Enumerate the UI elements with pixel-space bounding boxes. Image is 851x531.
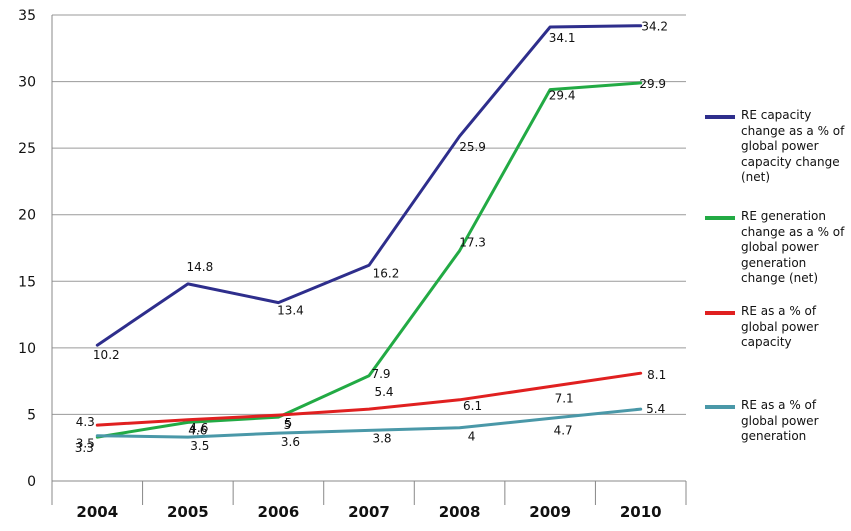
data-label: 29.4 xyxy=(549,89,576,103)
data-label: 4.6 xyxy=(188,423,207,437)
data-label: 5.4 xyxy=(646,402,665,416)
data-label: 8.1 xyxy=(647,368,666,382)
data-label: 3.5 xyxy=(190,439,209,453)
legend-swatch-re-capacity-change xyxy=(705,115,735,119)
data-label: 29.9 xyxy=(639,77,666,91)
data-label: 17.3 xyxy=(459,236,486,250)
data-label: 10.2 xyxy=(93,348,120,362)
series-lines xyxy=(95,24,643,439)
y-tick-label: 25 xyxy=(18,141,36,157)
series-line-1 xyxy=(95,24,643,347)
axes: 0 5 10 15 20 25 30 35 2004 2005 2006 2007 2008 2009 20… xyxy=(18,8,687,521)
data-label: 4.7 xyxy=(554,423,573,437)
y-tick-label: 0 xyxy=(27,474,36,490)
data-label: 5.4 xyxy=(374,385,393,399)
data-label: 3.6 xyxy=(281,435,300,449)
data-label: 25.9 xyxy=(459,140,486,154)
data-label: 5 xyxy=(284,418,292,432)
legend-label: RE capacity change as a % of global powe… xyxy=(741,108,845,184)
data-label: 3.5 xyxy=(76,437,95,451)
y-tick-label: 35 xyxy=(18,8,36,24)
data-label: 4 xyxy=(468,430,476,444)
data-label: 7.1 xyxy=(555,391,574,405)
y-tick-label: 15 xyxy=(18,274,36,290)
data-labels: 10.2 14.8 13.4 16.2 25.9 34.1 34.2 3.3 4.6 5 7.9 17… xyxy=(75,20,668,455)
legend-swatch-re-generation-change xyxy=(705,216,735,220)
data-label: 3.3 xyxy=(75,441,94,455)
legend-label: RE as a % of global power generation xyxy=(741,398,819,443)
gridlines xyxy=(52,14,686,415)
data-label: 14.8 xyxy=(186,260,213,274)
legend-label: RE generation change as a % of global po… xyxy=(741,209,845,285)
y-tick-label: 10 xyxy=(18,341,36,357)
y-tick-label: 5 xyxy=(27,407,36,423)
series-line-4 xyxy=(95,407,643,439)
data-label: 7.9 xyxy=(371,367,390,381)
data-label: 6.1 xyxy=(463,399,482,413)
x-tick-label: 2007 xyxy=(348,503,390,521)
data-label: 34.2 xyxy=(641,20,668,34)
data-label: 34.1 xyxy=(549,31,576,45)
data-label: 4.3 xyxy=(76,415,95,429)
data-label: 16.2 xyxy=(373,266,400,280)
x-tick-label: 2004 xyxy=(76,503,118,521)
data-label: 4.6 xyxy=(189,421,208,435)
x-tick-label: 2008 xyxy=(439,503,481,521)
legend-swatch-re-capacity-share xyxy=(705,311,735,315)
series-line-2 xyxy=(95,81,643,439)
y-tick-label: 20 xyxy=(18,208,36,224)
x-tick-label: 2009 xyxy=(529,503,571,521)
series-line-3 xyxy=(95,371,643,427)
legend-label: RE as a % of global power capacity xyxy=(741,304,819,349)
data-label: 5 xyxy=(285,416,293,430)
x-tick-label: 2005 xyxy=(167,503,209,521)
x-tick-label: 2006 xyxy=(258,503,300,521)
legend-swatch-re-generation-share xyxy=(705,405,735,409)
x-tick-label: 2010 xyxy=(620,503,662,521)
y-tick-label: 30 xyxy=(18,75,36,91)
data-label: 13.4 xyxy=(277,304,304,318)
data-label: 3.8 xyxy=(372,431,391,445)
legend: RE capacity change as a % of global powe… xyxy=(705,0,851,531)
